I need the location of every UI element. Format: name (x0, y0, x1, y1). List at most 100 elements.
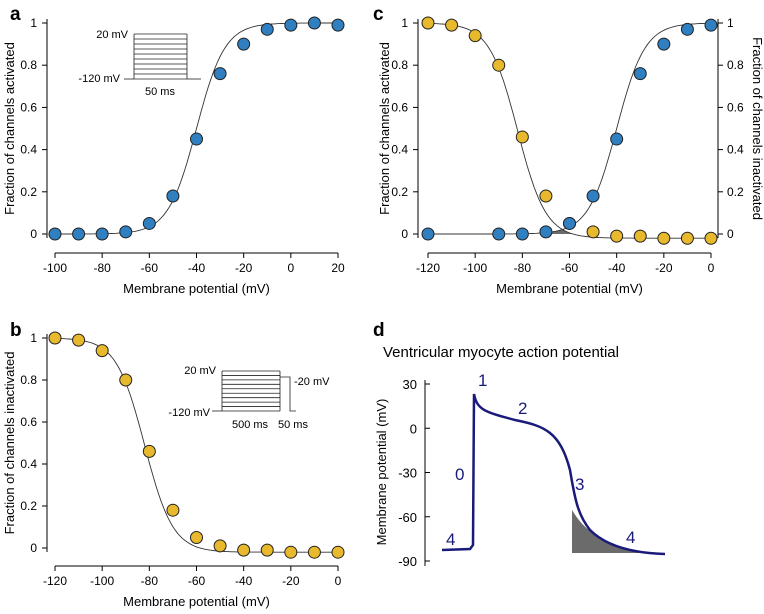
data-point (190, 531, 203, 544)
data-point (119, 373, 133, 387)
data-point (515, 227, 529, 241)
y-tick-label: 0 (30, 541, 37, 555)
data-point (563, 216, 576, 230)
protocol-prepulse-label: 500 ms (232, 419, 269, 431)
protocol-step-label: -20 mV (294, 376, 330, 388)
panel-b: b -120 -100 -80 -60 -40 -20 0 0 0.2 0.4 0.6 0.8 1 Memb… (2, 320, 345, 609)
y-tick-label: 1 (30, 16, 37, 30)
data-point (680, 22, 694, 36)
y-tick-label: 0.4 (391, 143, 408, 157)
right-y-tick-label: 0.8 (727, 58, 744, 72)
x-tick-label: -60 (141, 261, 159, 275)
x-tick-label: -80 (141, 574, 159, 588)
y-tick-label: 0 (30, 227, 37, 241)
data-point (284, 545, 298, 559)
phase-label-4: 4 (626, 528, 635, 547)
panel-title: Ventricular myocyte action potential (383, 344, 619, 361)
panel-label-c: c (373, 4, 384, 25)
x-tick-label: -40 (188, 261, 206, 275)
data-point (190, 132, 203, 146)
data-point (421, 227, 435, 241)
y-tick-label: 30 (403, 377, 417, 392)
y-axis-label: Membrane potential (mV) (374, 399, 389, 546)
y-tick-label: -60 (398, 510, 417, 525)
protocol-test-pulse (279, 371, 296, 412)
data-point (95, 227, 109, 241)
x-tick-label: -20 (235, 261, 253, 275)
x-tick-label: 0 (335, 574, 342, 588)
x-tick-label: -120 (43, 574, 67, 588)
phase-label-4: 4 (446, 530, 455, 549)
data-point (213, 539, 227, 553)
y-axis-label: Fraction of channels activated (2, 42, 17, 215)
data-point (48, 227, 62, 241)
data-point (260, 22, 274, 36)
y-tick-label: -90 (398, 554, 417, 569)
data-point (492, 227, 506, 241)
x-axis-label: Membrane potential (mV) (123, 594, 270, 609)
right-y-tick-label: 0 (727, 227, 734, 241)
y-tick-label: 0.8 (391, 58, 408, 72)
action-potential-trace (441, 393, 666, 556)
data-point (142, 444, 156, 458)
data-point (237, 543, 251, 557)
phase-label-0: 0 (455, 465, 464, 484)
phase-label-3: 3 (575, 475, 584, 494)
y-tick-label: 0.8 (20, 373, 37, 387)
data-point (704, 18, 718, 32)
data-point (421, 16, 435, 30)
y-tick-label: 0 (410, 421, 417, 436)
x-tick-label: -40 (608, 261, 626, 275)
panel-label-b: b (10, 320, 22, 341)
x-tick-label: -80 (514, 261, 532, 275)
protocol-duration-label: 50 ms (145, 86, 175, 98)
y-tick-label: 1 (30, 331, 37, 345)
data-point (704, 231, 718, 245)
data-point (284, 18, 298, 32)
x-tick-label: -100 (90, 574, 114, 588)
right-y-axis-label: Fraction of channels inactivated (750, 37, 764, 220)
data-point (72, 227, 86, 241)
data-point (680, 231, 694, 245)
right-y-tick-label: 0.4 (727, 143, 744, 157)
x-tick-label: -80 (93, 261, 111, 275)
y-tick-label: 1 (401, 16, 408, 30)
fit-curve (55, 22, 338, 235)
protocol-bottom-label: -120 mV (168, 407, 210, 419)
y-tick-label: -30 (398, 466, 417, 481)
y-tick-label: 0.2 (391, 185, 408, 199)
y-tick-label: 0.2 (20, 499, 37, 513)
data-point (95, 344, 109, 358)
data-point (468, 29, 482, 43)
phase-label-1: 1 (478, 371, 487, 390)
right-y-tick-label: 1 (727, 16, 734, 30)
right-y-tick-label: 0.6 (727, 100, 744, 114)
y-tick-label: 0.2 (20, 185, 37, 199)
data-point (166, 189, 180, 203)
data-point (72, 333, 86, 347)
data-point (539, 189, 553, 203)
data-point (142, 216, 156, 230)
x-tick-label: 0 (287, 261, 294, 275)
panel-label-d: d (373, 320, 385, 341)
protocol-top-label: 20 mV (96, 29, 128, 41)
x-tick-label: -60 (561, 261, 579, 275)
data-point (48, 331, 62, 345)
data-point (610, 229, 624, 243)
x-tick-label: -120 (416, 261, 440, 275)
x-tick-label: 20 (331, 261, 345, 275)
data-point (633, 229, 647, 243)
x-tick-label: 0 (708, 261, 715, 275)
y-tick-label: 0.4 (20, 143, 37, 157)
data-point (445, 18, 459, 32)
x-tick-label: -40 (235, 574, 253, 588)
x-tick-label: -100 (463, 261, 487, 275)
data-point (515, 130, 529, 144)
data-point (166, 503, 180, 517)
x-tick-label: -60 (188, 574, 206, 588)
data-point (633, 67, 647, 81)
x-tick-label: -100 (43, 261, 67, 275)
inactivation-curve (427, 22, 711, 239)
